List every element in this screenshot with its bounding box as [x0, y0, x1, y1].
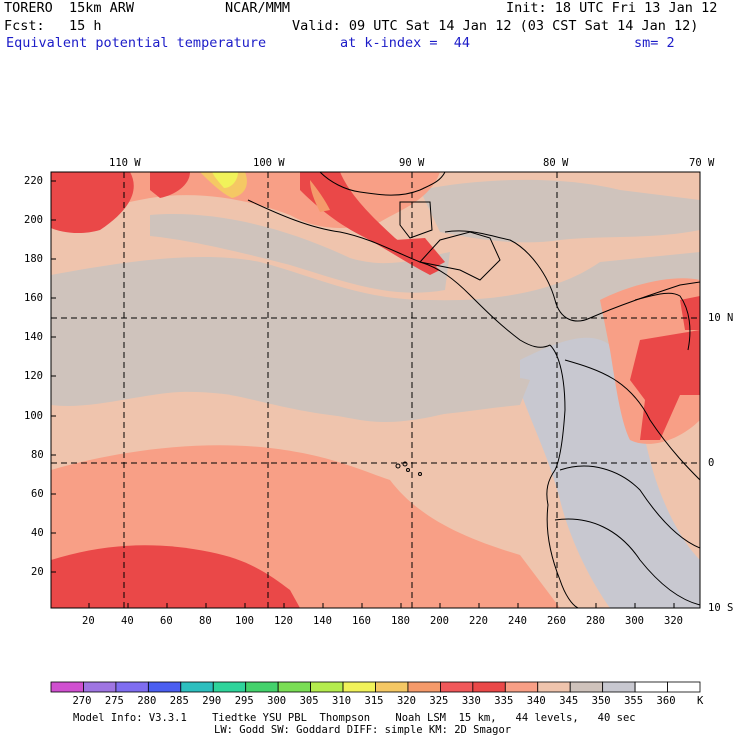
colorbar-label: 300 [267, 695, 287, 707]
lon-label: 70 W [689, 157, 715, 169]
colorbar-label: 305 [299, 695, 319, 707]
colorbar [50, 681, 701, 693]
lon-label: 100 W [253, 157, 285, 169]
model-info: Model Info: V3.3.1 Tiedtke YSU PBL Thomp… [73, 712, 636, 724]
x-tick-label: 180 [391, 615, 410, 627]
colorbar-label: 330 [461, 695, 481, 707]
lat-label: 0 [708, 457, 715, 469]
temperature-field [51, 172, 700, 608]
colorbar-swatch [667, 681, 701, 693]
y-tick-label: 140 [24, 331, 43, 343]
colorbar-swatch [83, 681, 117, 693]
colorbar-label: 355 [624, 695, 644, 707]
colorbar-label: 325 [429, 695, 449, 707]
y-tick-label: 200 [24, 214, 43, 226]
x-tick-label: 320 [664, 615, 683, 627]
colorbar-label: 340 [526, 695, 546, 707]
colorbar-swatch [245, 681, 279, 693]
x-tick-label: 120 [274, 615, 293, 627]
lon-label: 110 W [109, 157, 141, 169]
x-tick-label: 260 [547, 615, 566, 627]
lon-label: 80 W [543, 157, 569, 169]
colorbar-label: 295 [234, 695, 254, 707]
colorbar-swatch [569, 681, 604, 693]
colorbar-unit: K [697, 695, 704, 707]
colorbar-label: 310 [332, 695, 352, 707]
init-time: Init: 18 UTC Fri 13 Jan 12 [506, 0, 718, 16]
y-tick-label: 120 [24, 370, 43, 382]
level-info: at k-index = 44 [340, 35, 471, 51]
colorbar-swatch [634, 681, 668, 693]
x-tick-label: 140 [313, 615, 332, 627]
colorbar-label: 320 [396, 695, 416, 707]
x-tick-label: 200 [430, 615, 449, 627]
y-tick-label: 100 [24, 410, 43, 422]
colorbar-label: 270 [72, 695, 92, 707]
y-tick-label: 20 [31, 566, 44, 578]
colorbar-swatch [277, 681, 311, 693]
colorbar-swatch [472, 681, 506, 693]
y-tick-label: 180 [24, 253, 43, 265]
valid-time: Valid: 09 UTC Sat 14 Jan 12 (03 CST Sat … [292, 18, 699, 34]
y-tick-label: 40 [31, 527, 44, 539]
colorbar-swatch [50, 681, 84, 693]
forecast-hour: Fcst: 15 h [4, 18, 102, 34]
colorbar-swatch [602, 681, 636, 693]
field-name: Equivalent potential temperature [6, 35, 267, 51]
colorbar-swatch [407, 681, 441, 693]
colorbar-label: 275 [104, 695, 124, 707]
lon-label: 90 W [399, 157, 425, 169]
model-name: TORERO 15km ARW [4, 0, 135, 16]
x-tick-label: 240 [508, 615, 527, 627]
colorbar-swatch [147, 681, 182, 693]
x-tick-label: 160 [352, 615, 371, 627]
colorbar-swatch [439, 681, 474, 693]
y-tick-label: 220 [24, 175, 43, 187]
colorbar-label: 315 [364, 695, 384, 707]
x-tick-label: 300 [625, 615, 644, 627]
colorbar-label: 360 [656, 695, 676, 707]
y-tick-label: 60 [31, 488, 44, 500]
x-tick-label: 40 [121, 615, 134, 627]
colorbar-label: 345 [559, 695, 579, 707]
x-tick-label: 100 [235, 615, 254, 627]
x-tick-label: 20 [82, 615, 95, 627]
colorbar-swatch [212, 681, 247, 693]
colorbar-swatch [342, 681, 376, 693]
lat-label: 10 S [708, 602, 734, 614]
x-tick-label: 220 [469, 615, 488, 627]
colorbar-label: 335 [494, 695, 514, 707]
colorbar-label: 285 [169, 695, 189, 707]
center-name: NCAR/MMM [225, 0, 291, 16]
colorbar-swatch [375, 681, 409, 693]
lat-label: 10 N [708, 312, 734, 324]
x-tick-label: 280 [586, 615, 605, 627]
smoothing-info: sm= 2 [634, 35, 675, 51]
colorbar-label: 280 [137, 695, 157, 707]
colorbar-swatch [115, 681, 149, 693]
x-tick-label: 60 [160, 615, 173, 627]
x-tick-label: 80 [199, 615, 212, 627]
colorbar-label: 290 [202, 695, 222, 707]
colorbar-swatch [310, 681, 344, 693]
colorbar-swatch [180, 681, 214, 693]
colorbar-swatch [537, 681, 571, 693]
y-tick-label: 160 [24, 292, 43, 304]
y-tick-label: 80 [31, 449, 44, 461]
colorbar-swatch [504, 681, 539, 693]
model-info-physics: LW: Godd SW: Goddard DIFF: simple KM: 2D… [214, 724, 512, 736]
colorbar-label: 350 [591, 695, 611, 707]
